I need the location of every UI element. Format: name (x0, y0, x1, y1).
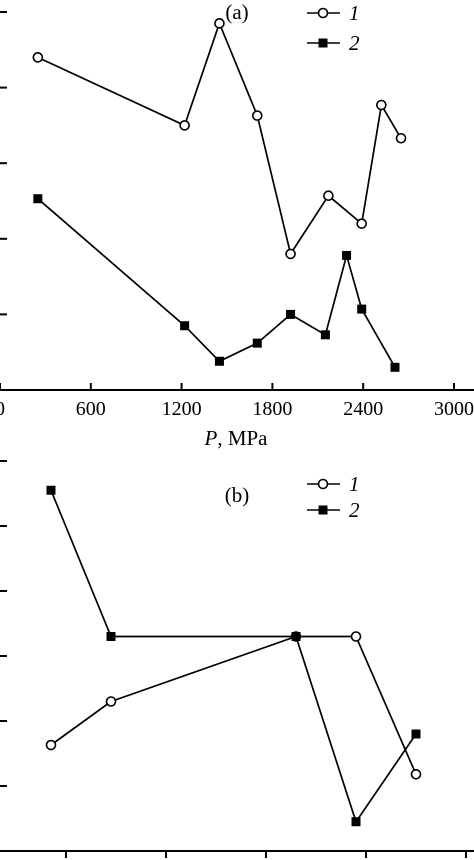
panel-b-legend-label-1: 1 (349, 472, 360, 496)
panel-a-series-1-point (251, 110, 263, 121)
panel-a-series-1-point (376, 99, 387, 111)
panel-a-x-tick-label: 3000 (434, 398, 474, 420)
panel-a-series-2-point (33, 194, 43, 204)
panel-a-series-2-point (286, 309, 296, 319)
panel-a-series-2-point (320, 330, 330, 340)
panel-a-series-2-point (214, 356, 224, 366)
panel-b-series-2-point (106, 632, 116, 641)
panel-b-x-ticks (65, 851, 467, 858)
panel-a-series-1-line (37, 20, 402, 257)
panel-b: (b) 1 2 (0, 460, 474, 858)
panel-a-x-tick-label: 600 (76, 398, 106, 420)
panel-b-series-2-point (291, 632, 301, 641)
panel-a-legend-label-2: 2 (349, 31, 360, 55)
panel-b-series-1-line (50, 635, 417, 775)
panel-b-legend-label-2: 2 (349, 498, 360, 522)
panel-a-x-axis-title: P, MPa (203, 426, 268, 450)
panel-a-x-tick-label: 0 (0, 398, 5, 420)
panel-a-label: (a) (225, 0, 248, 24)
panel-a-legend-marker-2 (318, 38, 328, 48)
panel-a-series-1-point (32, 52, 44, 63)
panel-b-series-1-point (45, 739, 57, 751)
panel-a-y-ticks (0, 11, 7, 316)
panel-a-x-tick-label: 1800 (252, 398, 292, 420)
panel-b-series-1-point (105, 696, 117, 707)
panel-a-series-1-point (214, 18, 225, 29)
panel-b-legend-marker-2 (318, 505, 328, 515)
panel-a-series-1-point (356, 218, 367, 229)
panel-b-y-ticks (0, 460, 7, 787)
panel-a-x-tick-label: 2400 (343, 398, 383, 420)
panel-b-legend: 1 2 (307, 472, 360, 522)
panel-a-series-1-point (285, 248, 296, 260)
panel-a-series-2-point (357, 304, 367, 314)
panel-a-series (32, 18, 407, 372)
panel-a-series-1-point (395, 132, 407, 144)
panel-b-label: (b) (225, 483, 250, 507)
panel-b-series-2-point (46, 485, 56, 495)
panel-a-legend-marker-1 (317, 7, 329, 19)
panel-a-series-2-point (390, 362, 400, 372)
panel-a-legend-label-1: 1 (349, 1, 360, 25)
panel-b-series (45, 485, 422, 827)
panel-a-series-2-point (342, 250, 352, 260)
panel-a-series-1-point (179, 120, 190, 131)
panel-a-x-tick-label: 1200 (162, 398, 202, 420)
panel-b-series-1-point (350, 631, 362, 642)
panel-b-series-2-point (411, 729, 421, 739)
panel-a-series-1-point (323, 190, 334, 202)
panel-b-series-2-point (351, 817, 361, 827)
panel-b-legend-marker-1 (317, 478, 329, 490)
panel-a-legend: 1 2 (307, 1, 360, 55)
panel-a: 0 600 1200 1800 2400 3000 P, MPa (a) 1 2 (0, 0, 474, 450)
panel-a-x-ticks: 0 600 1200 1800 2400 3000 (0, 383, 474, 420)
panel-a-series-2-line (37, 198, 396, 368)
panel-a-series-2-point (252, 338, 262, 348)
panel-a-series-2-point (180, 321, 190, 331)
panel-b-series-2-line (50, 489, 417, 824)
panel-b-series-1-point (410, 768, 422, 780)
